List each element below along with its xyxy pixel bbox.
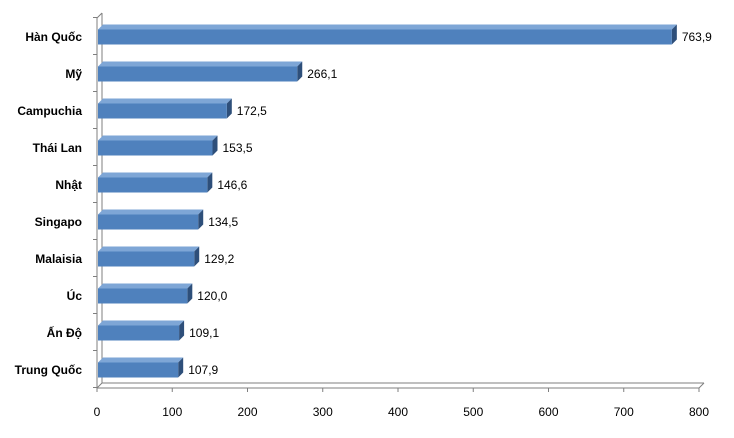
- bar-side-face: [179, 320, 185, 341]
- bar-front-face: [98, 251, 195, 267]
- value-label: 763,9: [682, 30, 712, 44]
- bar: [98, 283, 193, 304]
- bar-side-face: [187, 283, 193, 304]
- x-tick-label: 100: [162, 405, 182, 419]
- bar-front-face: [98, 29, 672, 45]
- bar-side-face: [207, 172, 213, 193]
- x-tick-label: 300: [313, 405, 333, 419]
- bar-top-face: [98, 24, 677, 30]
- bar-top-face: [98, 98, 232, 104]
- bar-top-face: [98, 61, 303, 67]
- bar-top-face: [98, 320, 185, 326]
- value-label: 134,5: [208, 215, 238, 229]
- bar-side-face: [194, 246, 200, 267]
- bar-side-face: [297, 61, 303, 82]
- bar-front-face: [98, 140, 213, 156]
- bar-front-face: [98, 66, 298, 82]
- bar: [98, 357, 184, 378]
- bar: [98, 98, 232, 119]
- x-tick-label: 400: [388, 405, 408, 419]
- bar-side-face: [178, 357, 184, 378]
- category-label: Malaisia: [35, 252, 82, 266]
- value-label: 129,2: [204, 252, 234, 266]
- category-label: Nhật: [55, 178, 82, 192]
- x-tick-label: 200: [237, 405, 257, 419]
- bar-front-face: [98, 288, 188, 304]
- bar: [98, 246, 200, 267]
- x-tick-label: 0: [94, 405, 101, 419]
- floor-depth-line-right: [698, 382, 705, 389]
- bar-front-face: [98, 325, 180, 341]
- bar-front-face: [98, 177, 208, 193]
- bar: [98, 320, 185, 341]
- category-label: Ấn Độ: [47, 325, 82, 340]
- bar-side-face: [226, 98, 232, 119]
- bar: [98, 172, 213, 193]
- category-label: Mỹ: [65, 67, 82, 81]
- bar-front-face: [98, 103, 227, 119]
- bar-front-face: [98, 362, 179, 378]
- floor-depth-line-left: [96, 382, 103, 389]
- category-label: Trung Quốc: [15, 363, 83, 377]
- value-label: 120,0: [197, 289, 227, 303]
- category-label: Úc: [67, 288, 83, 303]
- category-label: Campuchia: [17, 104, 82, 118]
- bar-top-face: [98, 135, 218, 141]
- x-tick-label: 700: [614, 405, 634, 419]
- category-label: Thái Lan: [33, 141, 82, 155]
- bar: [98, 61, 303, 82]
- x-tick-label: 800: [689, 405, 709, 419]
- bar: [98, 24, 677, 45]
- bar-front-face: [98, 214, 199, 230]
- bar-top-face: [98, 283, 193, 289]
- bar-top-face: [98, 357, 184, 363]
- x-tick-label: 500: [463, 405, 483, 419]
- bar-top-face: [98, 172, 213, 178]
- value-label: 107,9: [188, 363, 218, 377]
- x-tick-label: 600: [538, 405, 558, 419]
- value-label: 153,5: [223, 141, 253, 155]
- label-layer: 0 100 200 300 400 500 600 700 800 Hàn Quốc 763,9 Mỹ…: [15, 30, 713, 419]
- bar-top-face: [98, 246, 200, 252]
- value-label: 146,6: [217, 178, 247, 192]
- bar: [98, 135, 218, 156]
- value-label: 172,5: [237, 104, 267, 118]
- value-label: 109,1: [189, 326, 219, 340]
- category-label: Hàn Quốc: [25, 30, 82, 44]
- category-label: Singapo: [35, 215, 82, 229]
- bar-side-face: [212, 135, 218, 156]
- bar-top-face: [98, 209, 204, 215]
- value-label: 266,1: [307, 67, 337, 81]
- wall-depth-line-top: [96, 12, 103, 19]
- bar-layer: [98, 24, 677, 378]
- bar-side-face: [671, 24, 677, 45]
- bar-side-face: [198, 209, 204, 230]
- bar: [98, 209, 204, 230]
